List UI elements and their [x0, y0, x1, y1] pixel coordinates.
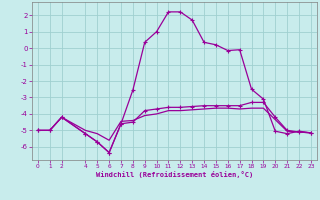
X-axis label: Windchill (Refroidissement éolien,°C): Windchill (Refroidissement éolien,°C) [96, 171, 253, 178]
